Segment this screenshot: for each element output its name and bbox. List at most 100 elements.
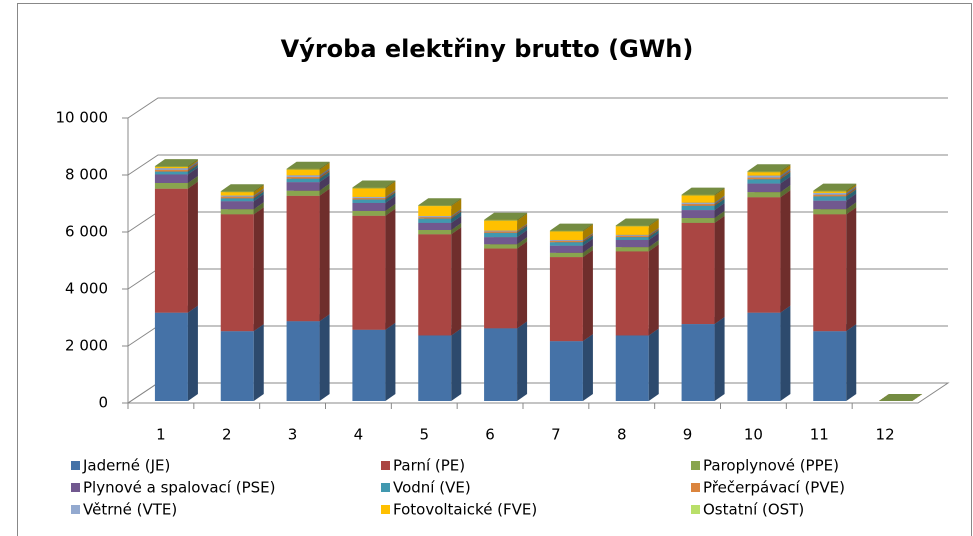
bar-side: [253, 202, 264, 215]
bar-side: [319, 314, 330, 401]
bar-side: [319, 183, 330, 196]
bar-front: [484, 231, 518, 233]
bar-side: [451, 215, 462, 230]
grid-line: [127, 97, 948, 119]
bar-front: [352, 199, 386, 203]
bar-segment: [615, 244, 659, 336]
bar-side: [253, 189, 264, 199]
bar-side: [846, 189, 857, 201]
bar-segment: [418, 227, 462, 336]
legend-swatch: [71, 461, 80, 470]
bar-segment: [681, 187, 725, 196]
bar-side: [253, 185, 264, 196]
bar-segment: [154, 181, 198, 313]
bar-front: [220, 192, 254, 196]
bar-front: [154, 171, 188, 175]
bar-top: [549, 223, 593, 231]
bar-side: [517, 237, 528, 249]
bar-side: [187, 167, 198, 183]
legend-swatch: [381, 483, 390, 492]
legend-swatch: [381, 505, 390, 514]
bar-side: [253, 324, 264, 401]
bar-side: [648, 244, 659, 336]
bar-front: [813, 192, 847, 195]
bar-front: [681, 194, 715, 196]
bar-front: [615, 335, 649, 401]
x-tick-label: 9: [683, 426, 693, 444]
bar-front: [615, 237, 649, 240]
bar-side: [253, 188, 264, 197]
bar-front: [154, 312, 188, 401]
bar-side: [648, 219, 659, 235]
bar-side: [846, 193, 857, 210]
legend-label: Přečerpávací (PVE): [703, 479, 845, 497]
x-tick-label: 5: [419, 426, 429, 444]
bar-segment: [484, 241, 528, 329]
bar-front: [352, 187, 386, 189]
bar-side: [846, 324, 857, 401]
bar-side: [451, 227, 462, 336]
bar-side: [187, 162, 198, 172]
bar-side: [582, 224, 593, 240]
bar-side: [780, 164, 791, 173]
bar-side: [846, 202, 857, 215]
bar-front: [352, 215, 386, 330]
bar-front: [352, 329, 386, 401]
bar-front: [484, 232, 518, 238]
bar-front: [418, 206, 452, 217]
bar-side: [187, 305, 198, 401]
x-tick-label: 12: [876, 426, 895, 444]
bar-front: [681, 222, 715, 325]
bar-front: [286, 321, 320, 401]
legend-swatch: [691, 483, 700, 492]
bar-top: [418, 198, 462, 206]
y-tick-label: 8 000: [65, 166, 108, 184]
bar-side: [714, 195, 725, 205]
bar-front: [352, 188, 386, 197]
bar-segment: [813, 207, 857, 332]
bar-side: [582, 232, 593, 241]
bar-segment: [220, 324, 264, 401]
bar-side: [385, 191, 396, 200]
bar-front: [220, 209, 254, 215]
bar-front: [615, 239, 649, 248]
bar-side: [253, 194, 264, 210]
bar-segment: [813, 183, 857, 192]
legend-label: Ostatní (OST): [703, 501, 804, 519]
bar-side: [451, 209, 462, 218]
bar-side: [714, 211, 725, 223]
bar-front: [418, 217, 452, 219]
bar-segment: [484, 321, 528, 401]
bar-front: [615, 251, 649, 336]
bar-front: [484, 220, 518, 231]
bar-front: [418, 205, 452, 207]
bar-side: [385, 192, 396, 203]
bar-front: [681, 202, 715, 205]
bar-side: [319, 188, 330, 322]
bar-side: [253, 207, 264, 332]
bar-front: [747, 177, 781, 180]
bar-segment: [286, 188, 330, 322]
bar-side: [451, 210, 462, 219]
bar-top: [879, 394, 923, 401]
y-tick-label: 2 000: [65, 337, 108, 355]
bar-side: [648, 227, 659, 236]
bar-front: [352, 210, 386, 216]
bar-front: [286, 168, 320, 170]
bar-side: [187, 164, 198, 175]
bar-segment: [154, 159, 198, 168]
legend-swatch: [381, 461, 390, 470]
bar-front: [747, 175, 781, 178]
bar-front: [484, 237, 518, 245]
bar-side: [582, 223, 593, 232]
bar-side: [517, 321, 528, 401]
bar-front: [154, 169, 188, 172]
bar-side: [714, 317, 725, 401]
bar-side: [451, 223, 462, 235]
bar-front: [747, 172, 781, 176]
bar-front: [352, 196, 386, 199]
legend-label: Jaderné (JE): [82, 457, 170, 475]
bar-front: [813, 194, 847, 197]
bar-segment: [220, 184, 264, 193]
bar-side: [648, 230, 659, 240]
